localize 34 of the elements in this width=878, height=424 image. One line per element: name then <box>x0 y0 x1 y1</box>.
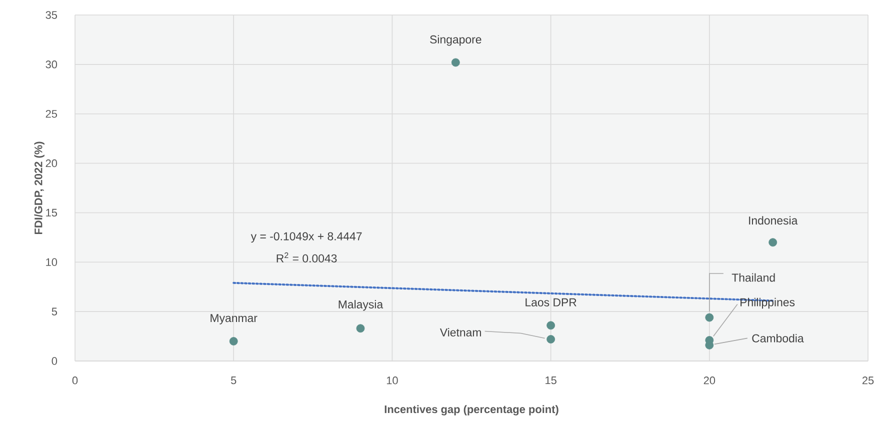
annotation: y = -0.1049x + 8.4447 <box>250 232 362 243</box>
y-tick-label: 15 <box>46 208 58 217</box>
annotation: Singapore <box>430 35 482 46</box>
point <box>546 321 556 330</box>
annotation: Vietnam <box>440 328 481 336</box>
annotation: Philippines <box>740 298 795 309</box>
point <box>229 337 238 346</box>
x-tick-label: 5 <box>230 376 236 384</box>
x-tick-label: 10 <box>386 376 398 384</box>
y-axis-title: FDI/GDP, 2022 (%) <box>34 142 44 234</box>
annotation: Malaysia <box>338 300 384 311</box>
x-tick-label: 0 <box>72 376 78 384</box>
annotation: Laos DPR <box>526 298 576 306</box>
point <box>356 324 365 333</box>
y-tick-label: 10 <box>46 258 58 266</box>
point <box>546 335 556 344</box>
y-tick-label: 5 <box>52 308 58 316</box>
y-tick-label: 30 <box>46 60 58 68</box>
x-tick-label: 20 <box>704 376 716 384</box>
y-tick-label: 0 <box>52 357 58 365</box>
x-tick-label: 25 <box>862 376 874 384</box>
annotation: Indonesia <box>749 216 798 225</box>
x-axis-title: Incentives gap (percentage point) <box>384 405 558 416</box>
y-tick-label: 35 <box>46 11 58 19</box>
annotation: Cambodia <box>752 334 804 342</box>
x-tick-label: 15 <box>546 376 556 384</box>
point <box>705 313 714 322</box>
y-tick-label: 25 <box>46 110 58 118</box>
annotation: R$^{2}$ = 0.0043 <box>276 252 337 262</box>
y-tick-label: 20 <box>46 159 58 168</box>
point <box>768 238 778 247</box>
point <box>451 58 460 67</box>
annotation: Myanmar <box>210 314 258 324</box>
annotation: Thailand <box>732 273 775 282</box>
